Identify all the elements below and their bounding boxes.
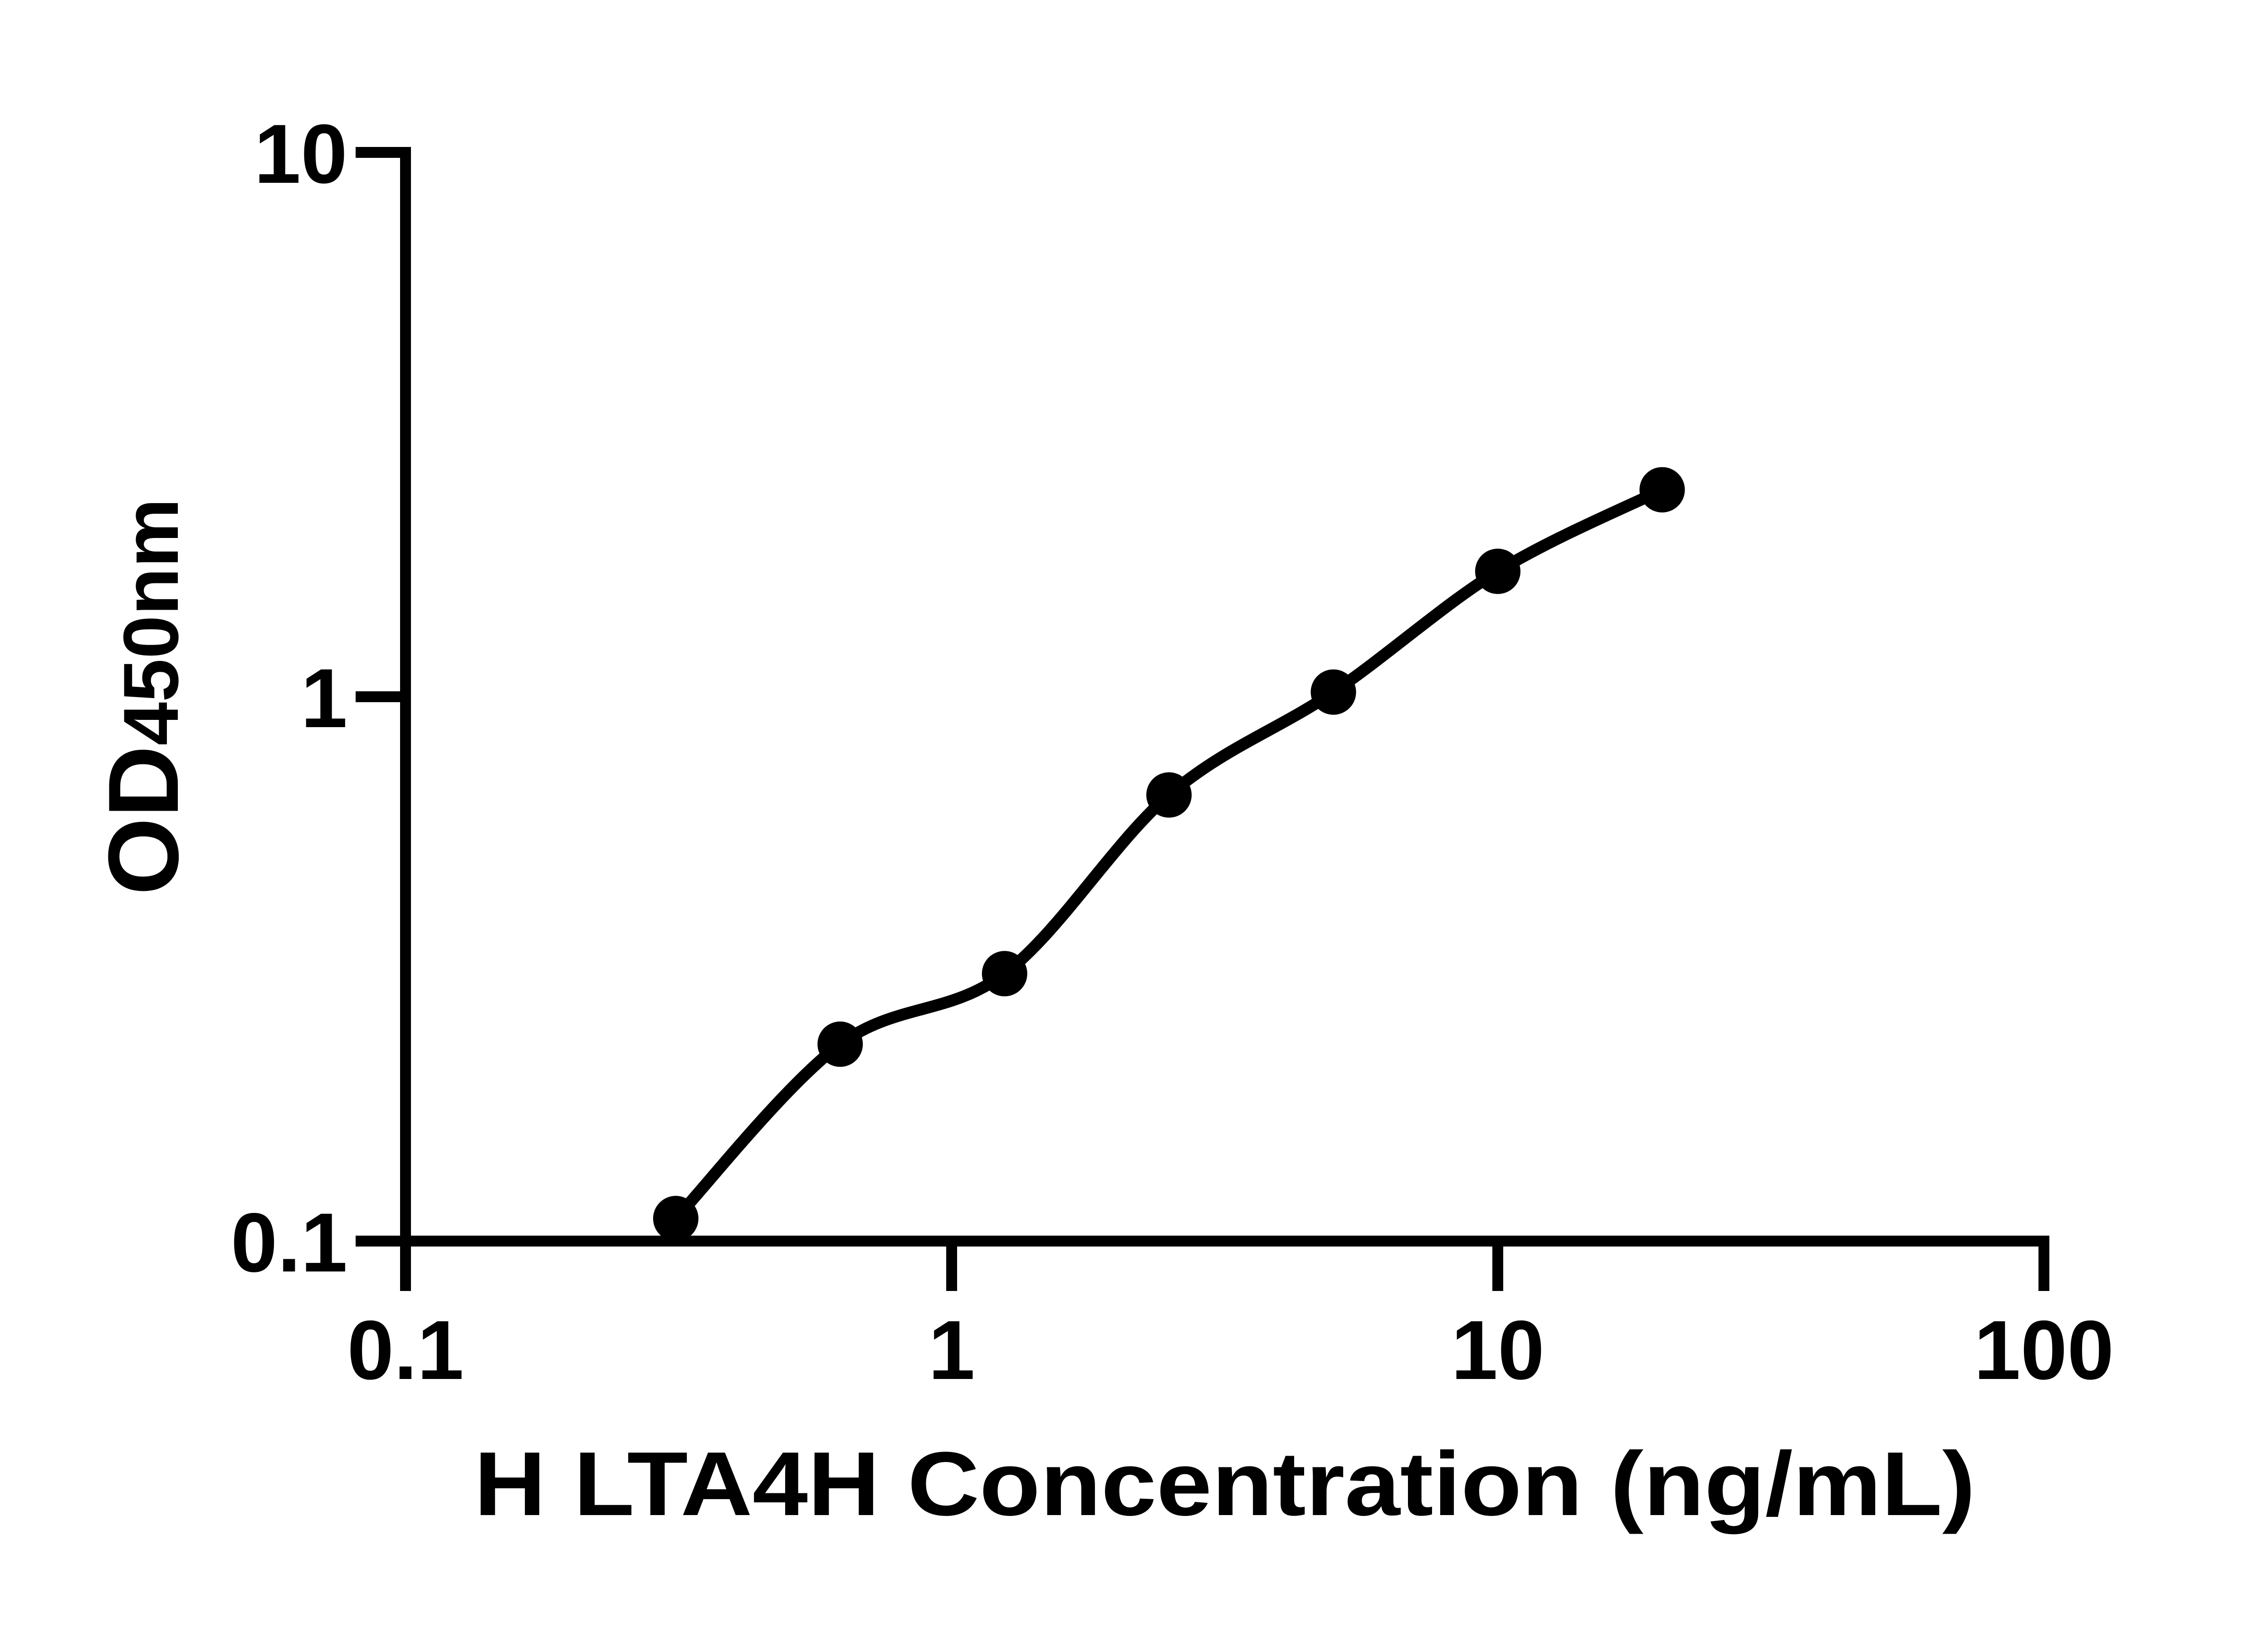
data-point-marker [817,1021,863,1067]
data-point-marker [1310,669,1356,715]
data-point-marker [1475,548,1520,594]
data-point-marker [1639,467,1685,513]
data-point-marker [982,951,1027,997]
data-points [653,467,1685,1242]
x-tick-label: 0.1 [347,1304,464,1397]
y-axis-title: OD450nm [88,499,199,895]
fit-curve [670,484,1668,1225]
data-point-marker [1146,772,1192,818]
tick-labels: 0.1 1 10 0.1 1 10 100 [231,108,2114,1397]
x-tick-label: 100 [1974,1304,2114,1397]
y-axis-title-sub: 450nm [108,499,195,746]
y-tick-label: 10 [254,108,347,201]
y-axis-title-main: OD [88,745,199,895]
y-tick-label: 1 [301,652,347,745]
x-axis-title: H LTA4H Concentration (ng/mL) [474,1433,1975,1535]
x-tick-label: 1 [929,1304,975,1397]
axes [356,147,2049,1291]
x-tick-label: 10 [1451,1304,1545,1397]
data-point-marker [653,1196,699,1242]
y-tick-label: 0.1 [231,1196,347,1290]
